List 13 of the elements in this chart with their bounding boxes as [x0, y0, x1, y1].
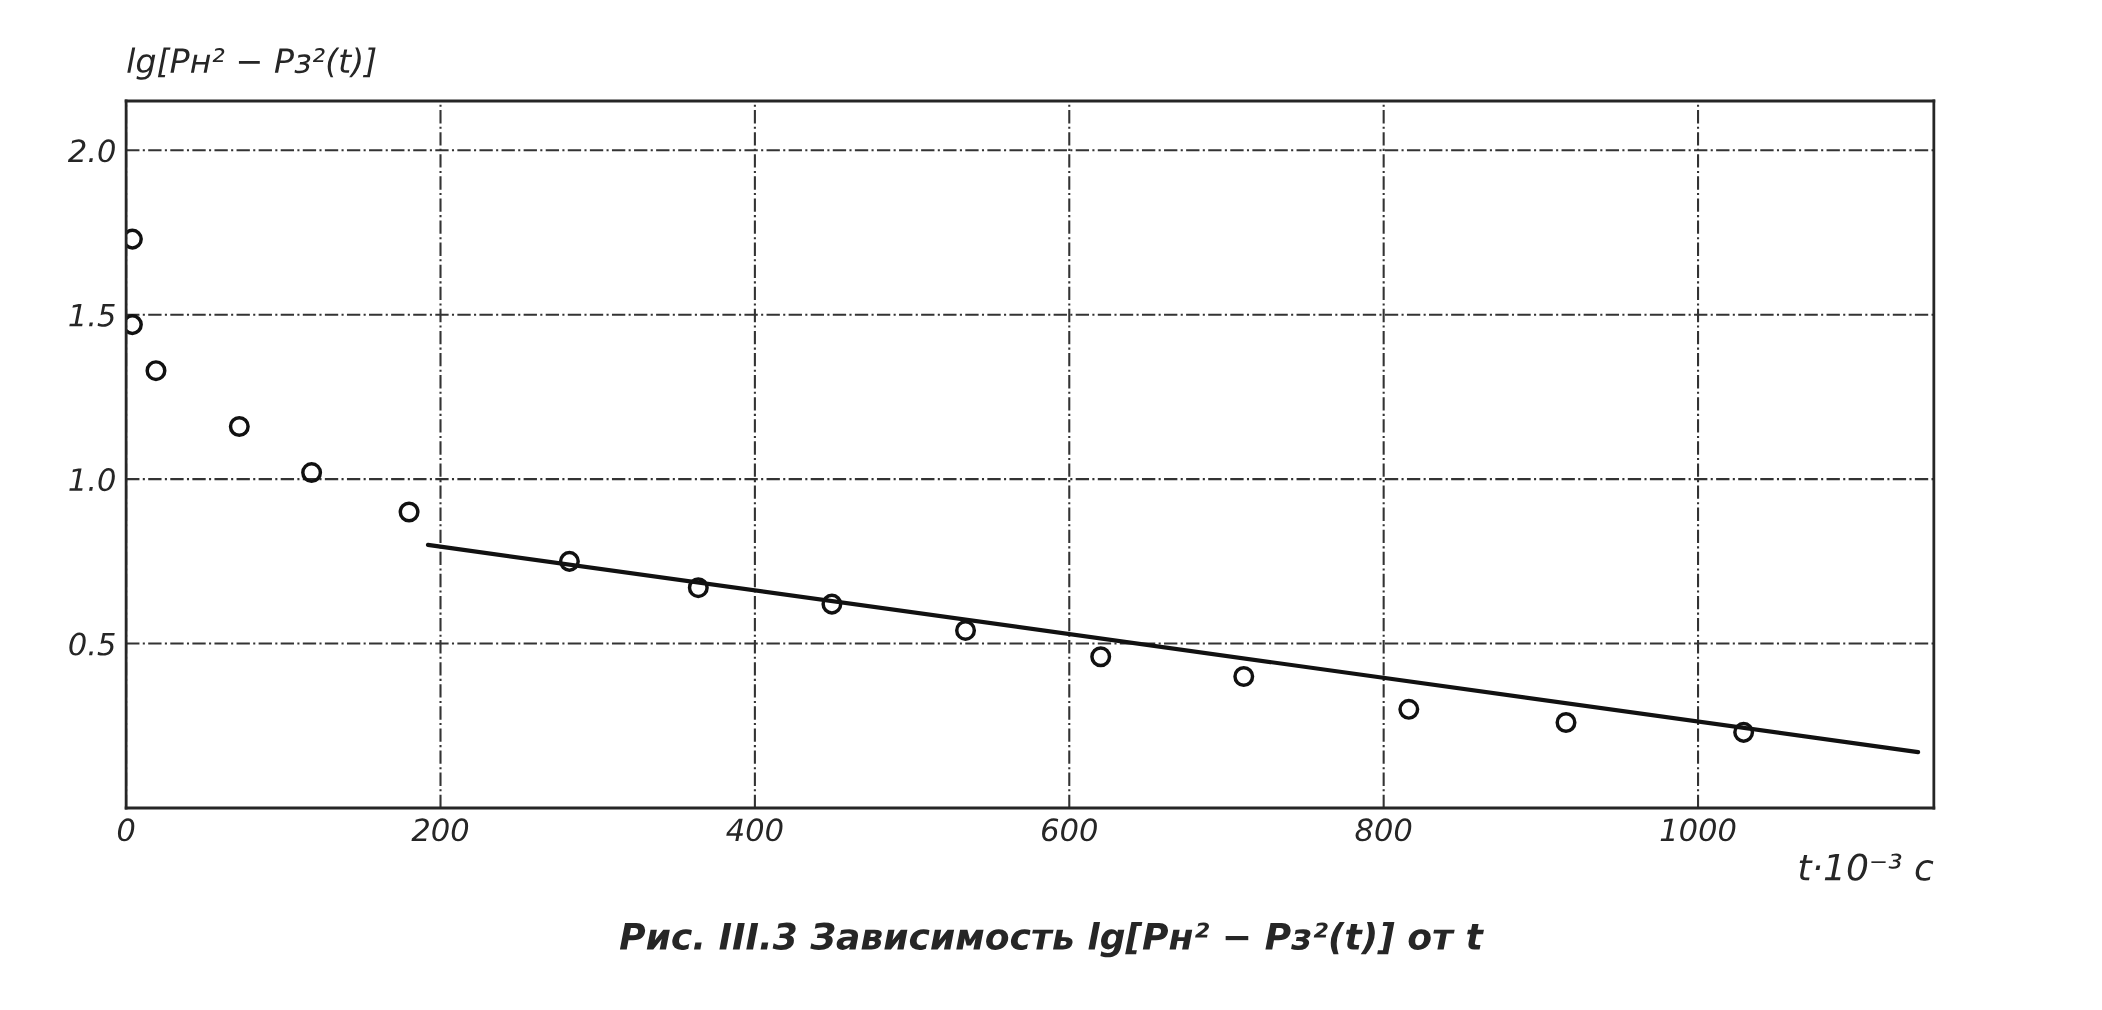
- x-tick-label: 0: [117, 818, 135, 842]
- y-tick-label: 0.5: [69, 632, 115, 656]
- text: Рис. III.3 Зависимость lg[Pн² − Pз²(t)] от t: [619, 921, 1484, 958]
- x-tick-label: 1000: [1660, 818, 1736, 842]
- y-axis-title: lg[Pн² − Pз²(t)]: [127, 47, 376, 80]
- x-tick-label: 400: [726, 818, 783, 842]
- x-tick-label: 800: [1355, 818, 1412, 842]
- y-tick-label: 1.5: [69, 304, 115, 327]
- y-tick-label: 1.0: [69, 468, 115, 492]
- x-axis-title: t·10⁻³ c: [1799, 853, 1934, 881]
- x-tick-label: 200: [411, 818, 469, 842]
- y-tick-label: 2.0: [67, 139, 115, 163]
- x-tick-label: 600: [1042, 818, 1097, 842]
